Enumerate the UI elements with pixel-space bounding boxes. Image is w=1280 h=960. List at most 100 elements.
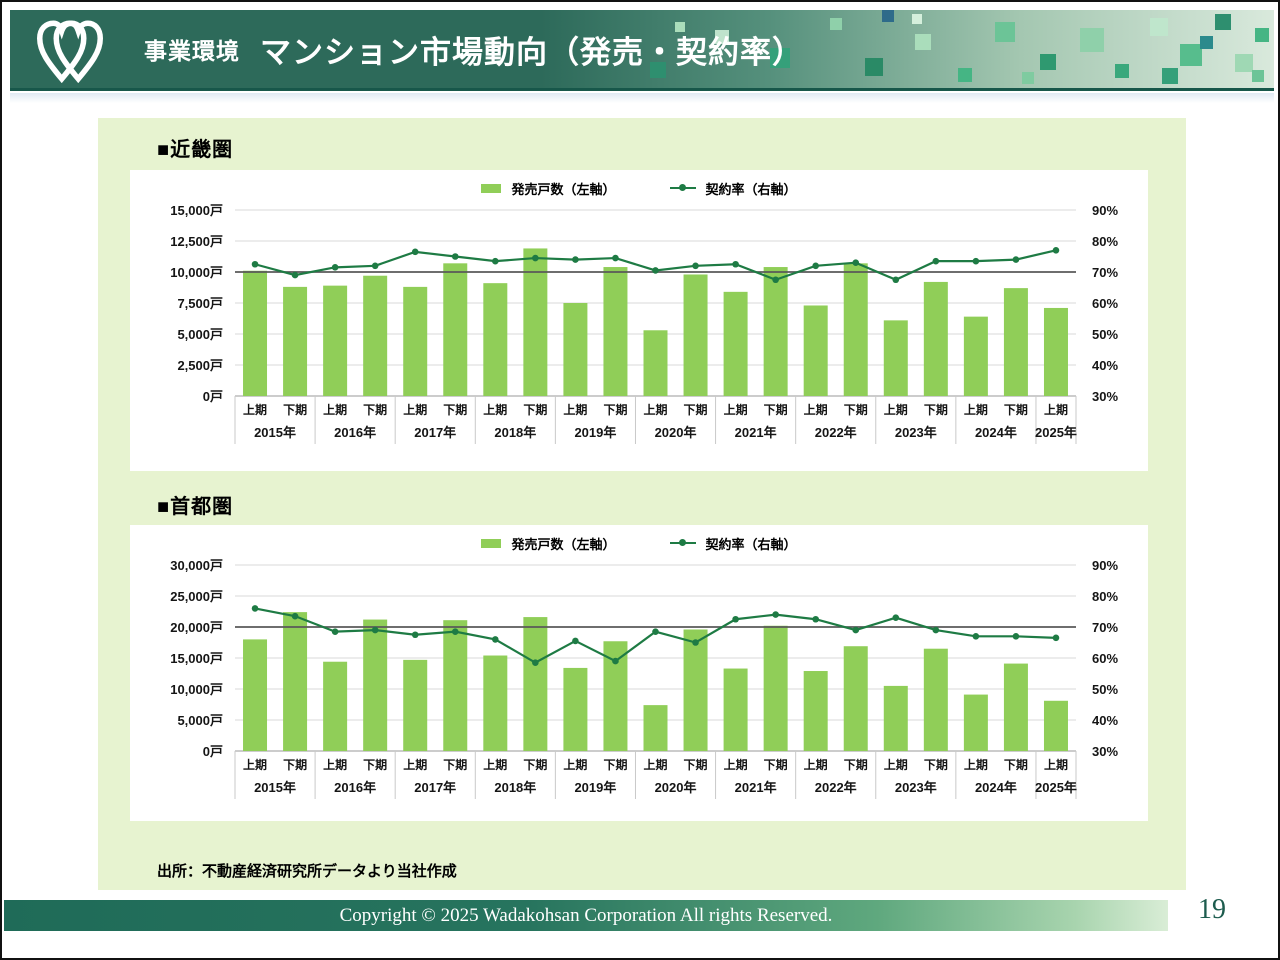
line-marker — [972, 257, 980, 265]
units-bar — [603, 267, 628, 396]
line-marker — [612, 254, 619, 262]
year-label: 2019年 — [574, 425, 616, 440]
period-label: 上期 — [964, 757, 988, 772]
mosaic-square-icon — [1040, 54, 1056, 70]
mosaic-square-icon — [770, 48, 790, 68]
units-bar — [883, 685, 908, 751]
line-marker — [892, 276, 900, 284]
units-bar — [403, 659, 428, 751]
period-label: 下期 — [1004, 757, 1028, 772]
right-axis-tick: 80% — [1092, 589, 1118, 604]
units-bar — [923, 648, 948, 751]
line-marker — [251, 605, 259, 612]
line-marker — [291, 612, 299, 620]
right-axis-tick: 90% — [1092, 203, 1118, 218]
line-marker — [1052, 247, 1060, 254]
section-title-kinki: ■近畿圏 — [157, 139, 234, 161]
mosaic-square-icon — [1255, 28, 1269, 42]
period-label: 下期 — [523, 402, 547, 417]
slide-header: 事業環境 マンション市場動向（発売・契約率） — [10, 10, 1274, 91]
period-label: 上期 — [884, 757, 908, 772]
bar-legend-label: 発売戸数（左軸） — [511, 181, 616, 197]
period-label: 下期 — [684, 757, 708, 772]
units-bar — [1043, 307, 1068, 396]
period-label: 上期 — [643, 757, 667, 772]
period-label: 上期 — [403, 402, 427, 417]
period-label: 下期 — [603, 402, 627, 417]
copyright-text: Copyright © 2025 Wadakohsan Corporation … — [339, 905, 833, 926]
left-axis-tick: 30,000戸 — [170, 558, 223, 573]
left-axis-tick: 0戸 — [203, 389, 223, 404]
line-marker — [1052, 634, 1060, 642]
units-bar — [1003, 663, 1028, 751]
year-label: 2024年 — [975, 780, 1017, 795]
units-bar — [723, 668, 748, 751]
units-bar — [1043, 700, 1068, 751]
mosaic-square-icon — [1080, 28, 1104, 52]
period-label: 下期 — [924, 757, 948, 772]
period-label: 下期 — [764, 402, 788, 417]
period-label: 上期 — [964, 402, 988, 417]
line-marker — [492, 636, 499, 643]
right-axis-tick: 40% — [1092, 713, 1118, 728]
line-marker — [772, 276, 779, 284]
year-label: 2017年 — [414, 780, 456, 795]
units-bar — [323, 661, 348, 751]
units-bar — [683, 274, 708, 396]
line-marker — [732, 260, 739, 268]
left-axis-tick: 5,000戸 — [177, 327, 223, 342]
period-label: 上期 — [804, 402, 828, 417]
right-axis-tick: 60% — [1092, 296, 1118, 311]
mosaic-square-icon — [912, 14, 922, 24]
line-marker — [652, 267, 659, 274]
period-label: 上期 — [563, 757, 587, 772]
left-axis-tick: 15,000戸 — [170, 651, 223, 666]
right-axis-tick: 50% — [1092, 327, 1118, 342]
category-label: 事業環境 — [144, 38, 240, 64]
period-label: 下期 — [684, 402, 708, 417]
header-texts: 事業環境 マンション市場動向（発売・契約率） — [144, 10, 804, 88]
units-bar — [963, 694, 988, 751]
period-label: 上期 — [1044, 757, 1068, 772]
period-label: 上期 — [243, 402, 267, 417]
kinki-chart-legend: 発売戸数（左軸） 契約率（右軸） — [130, 178, 1148, 198]
left-axis-tick: 25,000戸 — [170, 589, 223, 604]
units-bar — [963, 316, 988, 396]
left-axis-tick: 20,000戸 — [170, 620, 223, 635]
line-legend-label: 契約率（右軸） — [705, 181, 797, 197]
units-bar — [723, 291, 748, 396]
year-label: 2020年 — [655, 425, 697, 440]
bar-legend-swatch-icon — [481, 538, 502, 548]
right-axis-tick: 40% — [1092, 358, 1118, 373]
right-axis-tick: 30% — [1092, 744, 1118, 759]
year-label: 2024年 — [975, 425, 1017, 440]
line-marker — [972, 633, 980, 640]
year-label: 2025年 — [1035, 780, 1077, 795]
line-marker — [692, 639, 699, 646]
period-label: 下期 — [603, 757, 627, 772]
units-bar — [483, 655, 508, 751]
line-marker — [411, 248, 419, 256]
units-bar — [923, 281, 948, 396]
line-marker — [411, 631, 419, 639]
units-bar — [363, 619, 388, 751]
mosaic-square-icon — [915, 34, 931, 50]
units-bar — [1003, 288, 1028, 396]
year-label: 2016年 — [334, 425, 376, 440]
bar-legend-label: 発売戸数（左軸） — [511, 536, 616, 552]
line-marker — [291, 271, 299, 279]
units-bar — [403, 286, 428, 396]
line-marker — [451, 253, 459, 260]
right-axis-tick: 90% — [1092, 558, 1118, 573]
mosaic-square-icon — [958, 68, 972, 82]
section-title-shutoken: ■首都圏 — [157, 496, 234, 518]
period-label: 下期 — [363, 402, 387, 417]
period-label: 上期 — [563, 402, 587, 417]
shutoken-chart: 0戸 30% 5,000戸 40% 10,000戸 50% 15,000戸 60% 20,000… — [130, 553, 1148, 810]
right-axis-tick: 70% — [1092, 265, 1118, 280]
period-label: 上期 — [323, 402, 347, 417]
mosaic-square-icon — [1252, 70, 1264, 82]
right-axis-tick: 60% — [1092, 651, 1118, 666]
period-label: 下期 — [523, 757, 547, 772]
line-marker — [852, 259, 860, 266]
